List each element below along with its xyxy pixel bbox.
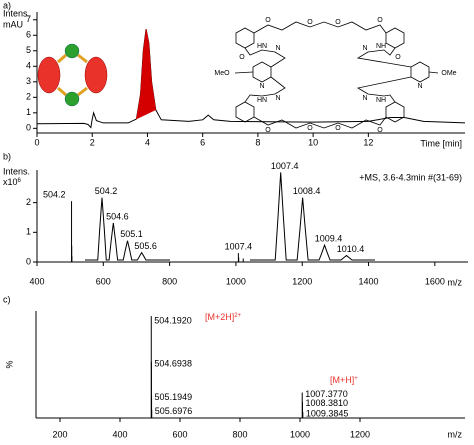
atom-label: O bbox=[395, 54, 401, 61]
y-tick-label: 4 bbox=[26, 61, 31, 71]
peak-label: 504.6938 bbox=[154, 358, 192, 368]
x-tick-label: 12 bbox=[363, 137, 373, 147]
y-tick-label: 5 bbox=[26, 45, 31, 55]
annotation-text: [M+H] bbox=[330, 375, 354, 385]
y-tick-label: 2 bbox=[26, 197, 31, 207]
panel-label: b) bbox=[3, 151, 11, 161]
x-tick-label: 8 bbox=[255, 137, 260, 147]
atom-label: O bbox=[265, 127, 271, 134]
peak-label: 1009.3845 bbox=[306, 408, 349, 418]
x-tick-label: 1200 bbox=[350, 429, 370, 439]
y-tick-label: 0 bbox=[26, 123, 31, 133]
atom-label: HN bbox=[257, 97, 267, 104]
x-tick-label: 1200 bbox=[292, 276, 312, 286]
chart-title: +MS, 3.6-4.3min #(31-69) bbox=[359, 172, 462, 182]
peak-label: 505.1949 bbox=[155, 392, 193, 402]
atom-label: O bbox=[307, 125, 313, 132]
atom-label: NH bbox=[376, 43, 386, 50]
annotation-sup: + bbox=[354, 376, 358, 382]
x-tick-label: 800 bbox=[162, 276, 177, 286]
x-tick-label: 400 bbox=[112, 429, 127, 439]
x-tick-label: 10 bbox=[308, 137, 318, 147]
y-tick-label: 1 bbox=[26, 227, 31, 237]
atom-label: N bbox=[275, 95, 280, 102]
unit-base: x10 bbox=[3, 177, 18, 187]
peak-label: 1007.4 bbox=[225, 241, 253, 251]
y-tick-label: 2 bbox=[26, 92, 31, 102]
x-tick-label: 1600 bbox=[425, 276, 445, 286]
y-tick-label: 3 bbox=[26, 76, 31, 86]
inset-peak-label: 1007.4 bbox=[271, 161, 299, 171]
peak-label: 505.6976 bbox=[155, 406, 193, 416]
y-axis-label: mAU bbox=[3, 19, 23, 29]
x-tick-label: 4 bbox=[145, 137, 150, 147]
x-tick-label: 0 bbox=[34, 137, 39, 147]
y-tick-label: 6 bbox=[26, 30, 31, 40]
atom-label: N bbox=[259, 83, 264, 90]
atom-label: N bbox=[275, 45, 280, 52]
inset-peak-label: 1009.4 bbox=[315, 234, 343, 244]
annotation: [M+H]+ bbox=[330, 375, 358, 385]
atom-label: O bbox=[307, 19, 313, 26]
panel-label: a) bbox=[3, 0, 11, 10]
structure: MeO OMe N N HN N N NH HN N N NH O O O O … bbox=[214, 17, 456, 134]
peak-label: 1008.3810 bbox=[306, 398, 349, 408]
x-tick-label: 600 bbox=[96, 276, 111, 286]
peak-label: 504.1920 bbox=[154, 315, 192, 325]
cartoon bbox=[37, 43, 108, 107]
atom-label: HN bbox=[257, 43, 267, 50]
atom-label: NH bbox=[376, 97, 386, 104]
inset-peak-label: 504.2 bbox=[95, 186, 118, 196]
peak-label: 1007.3770 bbox=[305, 389, 348, 399]
y-tick-label: 0 bbox=[26, 256, 31, 266]
atom-label: O bbox=[377, 127, 383, 134]
x-tick-label: 200 bbox=[52, 429, 67, 439]
atom-label: O bbox=[335, 19, 341, 26]
atom-label: OMe bbox=[441, 70, 456, 77]
inset-peak-label: 1008.4 bbox=[293, 186, 321, 196]
x-tick-label: 600 bbox=[172, 429, 187, 439]
panel-label: c) bbox=[3, 294, 11, 304]
atom-label: O bbox=[377, 17, 383, 24]
x-axis-label: m/z bbox=[448, 277, 463, 287]
inset-peak-label: 1010.4 bbox=[337, 244, 365, 254]
inset-peak-label: 505.6 bbox=[134, 241, 157, 251]
x-axis-label: m/z bbox=[448, 429, 463, 439]
atom-label: MeO bbox=[214, 70, 230, 77]
peak-label: 504.2 bbox=[43, 190, 66, 200]
annotation-sup: 2+ bbox=[234, 313, 241, 319]
atom-label: N bbox=[362, 45, 367, 52]
unit-exponent: 6 bbox=[18, 178, 22, 184]
inset-peak-label: 505.1 bbox=[120, 229, 143, 239]
x-axis-label: Time [min] bbox=[420, 138, 462, 148]
peak-area bbox=[136, 29, 157, 120]
annotation: [M+2H]2+ bbox=[205, 312, 242, 322]
atom-label: N bbox=[362, 95, 367, 102]
inset-peak-label: 504.6 bbox=[106, 211, 129, 221]
x-tick-label: 2 bbox=[90, 137, 95, 147]
y-tick-label: 7 bbox=[26, 14, 31, 24]
atom-label: O bbox=[265, 17, 271, 24]
atom-label: N bbox=[417, 83, 422, 90]
atom-label: O bbox=[239, 54, 245, 61]
annotation-text: [M+2H] bbox=[205, 312, 234, 322]
x-tick-label: 6 bbox=[200, 137, 205, 147]
y-tick-label: 1 bbox=[26, 107, 31, 117]
x-tick-label: 800 bbox=[232, 429, 247, 439]
atom-label: O bbox=[335, 125, 341, 132]
x-tick-label: 1400 bbox=[359, 276, 379, 286]
x-tick-label: 1000 bbox=[226, 276, 246, 286]
x-tick-label: 400 bbox=[29, 276, 44, 286]
inset-trace bbox=[250, 172, 375, 261]
x-tick-label: 1000 bbox=[290, 429, 310, 439]
inset-trace bbox=[85, 197, 170, 261]
y-axis-label: Intens. bbox=[3, 166, 30, 176]
y-axis-unit: x106 bbox=[3, 177, 22, 187]
y-axis-label: Intens. bbox=[3, 8, 30, 18]
y-axis-label: % bbox=[4, 360, 14, 368]
